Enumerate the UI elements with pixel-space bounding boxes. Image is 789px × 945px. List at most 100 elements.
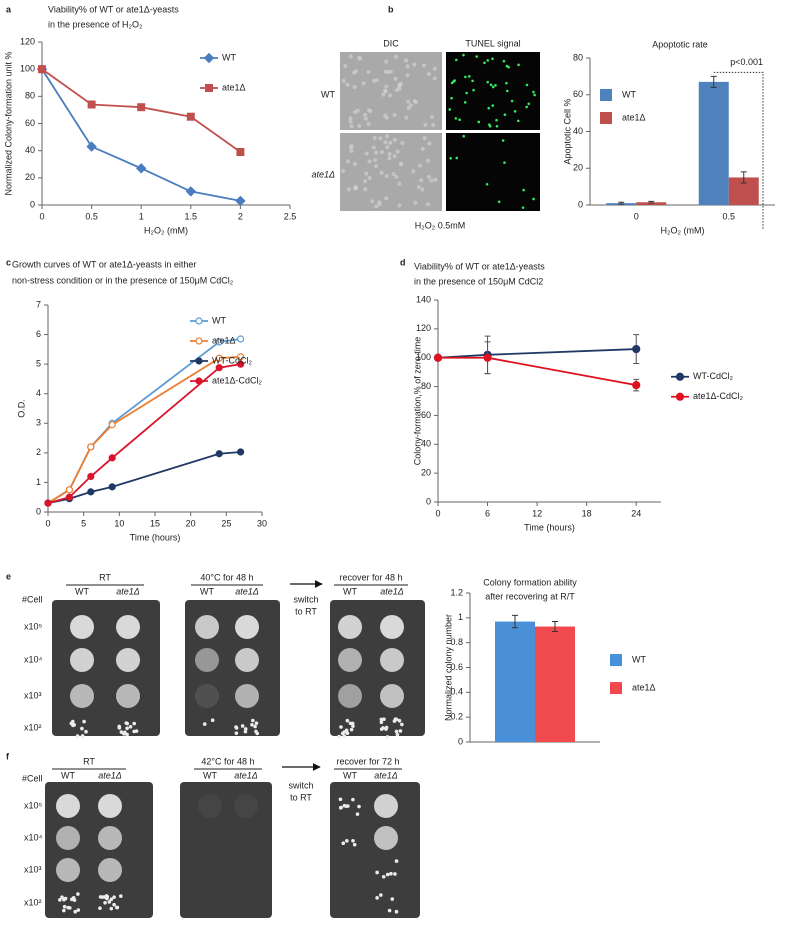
colony-spot	[198, 794, 222, 818]
colony	[394, 717, 399, 722]
x-tick-label: 10	[114, 518, 124, 528]
y-tick-label: 1	[36, 477, 41, 487]
colony	[349, 727, 354, 732]
y-tick-label: 0.2	[450, 712, 463, 722]
x-tick-label: 1	[139, 211, 144, 221]
cell	[352, 84, 357, 89]
colony	[84, 729, 88, 734]
condition-title: recover for 72 h	[336, 756, 399, 766]
annotation: p<0.001	[730, 57, 763, 67]
colony	[337, 734, 341, 739]
plate	[330, 782, 420, 918]
colony	[82, 719, 86, 724]
cell	[391, 171, 396, 176]
colony	[60, 895, 64, 899]
y-tick-label: 40	[573, 126, 583, 136]
y-tick-label: 4	[36, 388, 41, 398]
strain-label: ate1Δ	[374, 770, 398, 780]
colony	[379, 727, 384, 731]
tunel-spot	[483, 61, 486, 65]
cell	[385, 145, 390, 150]
marker	[675, 392, 685, 401]
legend-label: ate1Δ-CdCl₂	[212, 375, 263, 385]
marker	[195, 377, 203, 385]
cell	[423, 122, 428, 127]
legend-label: WT	[212, 315, 226, 325]
colony-spot	[338, 648, 362, 672]
cell	[395, 149, 400, 154]
cell	[363, 116, 368, 121]
tunel-spot	[454, 117, 458, 120]
colony	[240, 724, 245, 728]
marker	[203, 52, 215, 64]
cell	[348, 116, 353, 121]
colony	[355, 812, 360, 816]
cell	[404, 115, 409, 120]
strain-label: WT	[75, 586, 89, 596]
cell	[384, 196, 389, 201]
arrow-label: to RT	[290, 792, 312, 802]
tunel-spot	[475, 55, 479, 58]
dilution-label: x10⁴	[24, 654, 43, 664]
panel-letter: a	[6, 4, 12, 14]
colony	[351, 838, 355, 843]
colony	[70, 719, 75, 724]
colony	[124, 721, 129, 725]
cell	[348, 119, 353, 124]
legend-label: ate1Δ	[222, 82, 246, 92]
colony	[71, 895, 76, 900]
series-line	[47, 363, 241, 504]
significance-bracket	[713, 71, 764, 229]
tunel-spot	[501, 139, 505, 142]
marker	[632, 344, 641, 354]
legend-label: ate1Δ	[212, 335, 236, 345]
cell	[408, 103, 413, 108]
tunel-spot	[462, 53, 465, 57]
y-tick-label: 80	[421, 381, 431, 391]
cell	[427, 141, 432, 146]
tunel-spot	[521, 206, 525, 209]
micrograph	[446, 133, 540, 211]
colony	[398, 729, 403, 733]
colony	[379, 893, 383, 897]
panel-letter: d	[400, 257, 406, 267]
cell	[394, 54, 399, 59]
tunel-spot	[532, 197, 535, 201]
chart-title: Growth curves of WT or ate1Δ-yeasts in e…	[12, 259, 196, 269]
colony	[341, 841, 346, 845]
cell	[406, 106, 411, 111]
y-tick-label: 40	[421, 439, 431, 449]
legend-label: WT	[222, 52, 236, 62]
colony	[71, 723, 76, 727]
marker	[483, 353, 492, 362]
cell	[367, 176, 372, 181]
chart-title: in the presence of H₂O₂	[48, 19, 143, 29]
colony	[342, 734, 347, 738]
cell	[366, 121, 371, 126]
strain-label: WT	[343, 586, 357, 596]
tunel-spot	[486, 80, 489, 84]
cell	[378, 136, 383, 141]
x-tick-label: 12	[532, 508, 542, 518]
colony	[382, 717, 386, 722]
cell	[420, 187, 425, 192]
tunel-spot	[503, 113, 507, 117]
cell	[385, 134, 390, 139]
legend-swatch	[600, 89, 612, 101]
colony	[345, 731, 350, 736]
y-tick-label: 140	[416, 294, 431, 304]
cell	[393, 76, 398, 81]
cell	[353, 110, 358, 115]
cell	[353, 185, 358, 190]
cell	[374, 204, 379, 209]
panel-letter: e	[6, 571, 11, 581]
colony-spot	[116, 648, 140, 672]
cell-header: #Cell	[22, 594, 43, 604]
marker	[237, 360, 245, 368]
error-bar	[648, 200, 655, 204]
tunel-spot	[467, 75, 471, 78]
cell	[426, 202, 431, 207]
legend-swatch	[610, 682, 622, 695]
cell	[404, 58, 409, 63]
